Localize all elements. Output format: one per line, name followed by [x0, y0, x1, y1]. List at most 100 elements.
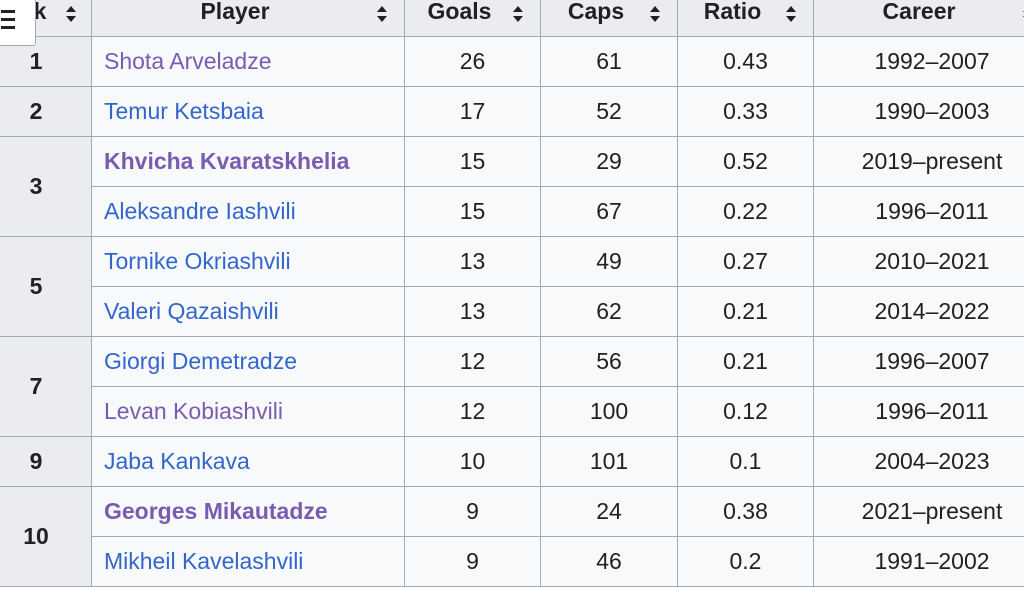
rank-cell: 3 [0, 136, 92, 237]
table-row: Mikheil Kavelashvili 9 46 0.2 1991–2002 [0, 536, 1024, 587]
table-row: Aleksandre Iashvili 15 67 0.22 1996–2011 [0, 186, 1024, 237]
player-link[interactable]: Levan Kobiashvili [104, 398, 284, 424]
ratio-cell: 0.22 [677, 186, 814, 237]
career-cell: 1996–2011 [813, 186, 1024, 237]
goals-cell: 13 [404, 236, 541, 287]
table-row: 9 Jaba Kankava 10 101 0.1 2004–2023 [0, 436, 1024, 487]
rank-cell: 9 [0, 436, 92, 487]
ratio-cell: 0.27 [677, 236, 814, 287]
column-header-label: Ratio [703, 0, 762, 24]
ratio-cell: 0.12 [677, 386, 814, 437]
menu-button[interactable] [0, 0, 36, 46]
hamburger-menu-icon [1, 10, 15, 29]
player-cell: Jaba Kankava [91, 436, 405, 487]
column-header-player[interactable]: Player [91, 0, 405, 37]
ratio-cell: 0.33 [677, 86, 814, 137]
rank-cell: 2 [0, 86, 92, 137]
column-header-label: Goals [427, 0, 492, 24]
ratio-cell: 0.52 [677, 136, 814, 187]
caps-cell: 52 [540, 86, 678, 137]
career-cell: 1990–2003 [813, 86, 1024, 137]
caps-cell: 49 [540, 236, 678, 287]
caps-cell: 101 [540, 436, 678, 487]
career-cell: 1991–2002 [813, 536, 1024, 587]
goals-cell: 15 [404, 136, 541, 187]
goals-cell: 12 [404, 336, 541, 387]
career-cell: 1992–2007 [813, 36, 1024, 87]
goals-cell: 10 [404, 436, 541, 487]
ratio-cell: 0.1 [677, 436, 814, 487]
goals-cell: 13 [404, 286, 541, 337]
rank-cell: 5 [0, 236, 92, 337]
table-row: 10 Georges Mikautadze 9 24 0.38 2021–pre… [0, 486, 1024, 587]
player-cell: Valeri Qazaishvili [91, 286, 405, 337]
sort-arrows-icon[interactable] [649, 4, 661, 24]
goals-cell: 9 [404, 486, 541, 537]
column-header-goals[interactable]: Goals [404, 0, 541, 37]
caps-cell: 61 [540, 36, 678, 87]
player-cell: Temur Ketsbaia [91, 86, 405, 137]
table-row: 5 Tornike Okriashvili 13 49 0.27 2010–20… [0, 236, 1024, 337]
caps-cell: 46 [540, 536, 678, 587]
table-header-row: k Player Goals Caps Ratio [0, 0, 1024, 37]
career-cell: 2014–2022 [813, 286, 1024, 337]
goals-cell: 12 [404, 386, 541, 437]
table-row: 7 Giorgi Demetradze 12 56 0.21 1996–2007 [0, 336, 1024, 437]
sort-arrows-icon[interactable] [785, 4, 797, 24]
sort-arrows-icon[interactable] [65, 4, 77, 24]
column-header-label: Career [882, 0, 956, 24]
table-row: 2 Temur Ketsbaia 17 52 0.33 1990–2003 [0, 86, 1024, 137]
career-cell: 1996–2007 [813, 336, 1024, 387]
column-header-career[interactable]: Career [813, 0, 1024, 37]
column-header-ratio[interactable]: Ratio [677, 0, 814, 37]
sort-arrows-icon[interactable] [376, 4, 388, 24]
goals-cell: 15 [404, 186, 541, 237]
player-link[interactable]: Tornike Okriashvili [104, 248, 291, 274]
career-cell: 2004–2023 [813, 436, 1024, 487]
ratio-cell: 0.21 [677, 286, 814, 337]
ratio-cell: 0.43 [677, 36, 814, 87]
column-header-label: Player [200, 0, 270, 24]
player-cell: Shota Arveladze [91, 36, 405, 87]
caps-cell: 67 [540, 186, 678, 237]
career-cell: 2021–present [813, 486, 1024, 537]
caps-cell: 56 [540, 336, 678, 387]
sort-arrows-icon[interactable] [512, 4, 524, 24]
player-link[interactable]: Georges Mikautadze [104, 498, 328, 524]
column-header-caps[interactable]: Caps [540, 0, 678, 37]
table-row: Valeri Qazaishvili 13 62 0.21 2014–2022 [0, 286, 1024, 337]
caps-cell: 100 [540, 386, 678, 437]
ratio-cell: 0.38 [677, 486, 814, 537]
player-cell: Georges Mikautadze [91, 486, 405, 537]
player-link[interactable]: Giorgi Demetradze [104, 348, 298, 374]
player-link[interactable]: Khvicha Kvaratskhelia [104, 148, 350, 174]
table-row: 1 Shota Arveladze 26 61 0.43 1992–2007 [0, 36, 1024, 87]
ratio-cell: 0.21 [677, 336, 814, 387]
career-cell: 2010–2021 [813, 236, 1024, 287]
ratio-cell: 0.2 [677, 536, 814, 587]
rank-cell: 10 [0, 486, 92, 587]
goals-cell: 17 [404, 86, 541, 137]
caps-cell: 29 [540, 136, 678, 187]
player-cell: Giorgi Demetradze [91, 336, 405, 387]
player-cell: Levan Kobiashvili [91, 386, 405, 437]
column-header-label: Caps [567, 0, 625, 24]
player-cell: Tornike Okriashvili [91, 236, 405, 287]
player-link[interactable]: Valeri Qazaishvili [104, 298, 279, 324]
player-link[interactable]: Mikheil Kavelashvili [104, 548, 304, 574]
caps-cell: 62 [540, 286, 678, 337]
player-cell: Khvicha Kvaratskhelia [91, 136, 405, 187]
table-row: Levan Kobiashvili 12 100 0.12 1996–2011 [0, 386, 1024, 437]
player-link[interactable]: Temur Ketsbaia [104, 98, 264, 124]
goals-cell: 26 [404, 36, 541, 87]
player-link[interactable]: Jaba Kankava [104, 448, 250, 474]
column-header-label: k [33, 0, 47, 24]
goals-cell: 9 [404, 536, 541, 587]
player-link[interactable]: Shota Arveladze [104, 48, 272, 74]
player-link[interactable]: Aleksandre Iashvili [104, 198, 296, 224]
career-cell: 1996–2011 [813, 386, 1024, 437]
rank-cell: 7 [0, 336, 92, 437]
player-cell: Mikheil Kavelashvili [91, 536, 405, 587]
